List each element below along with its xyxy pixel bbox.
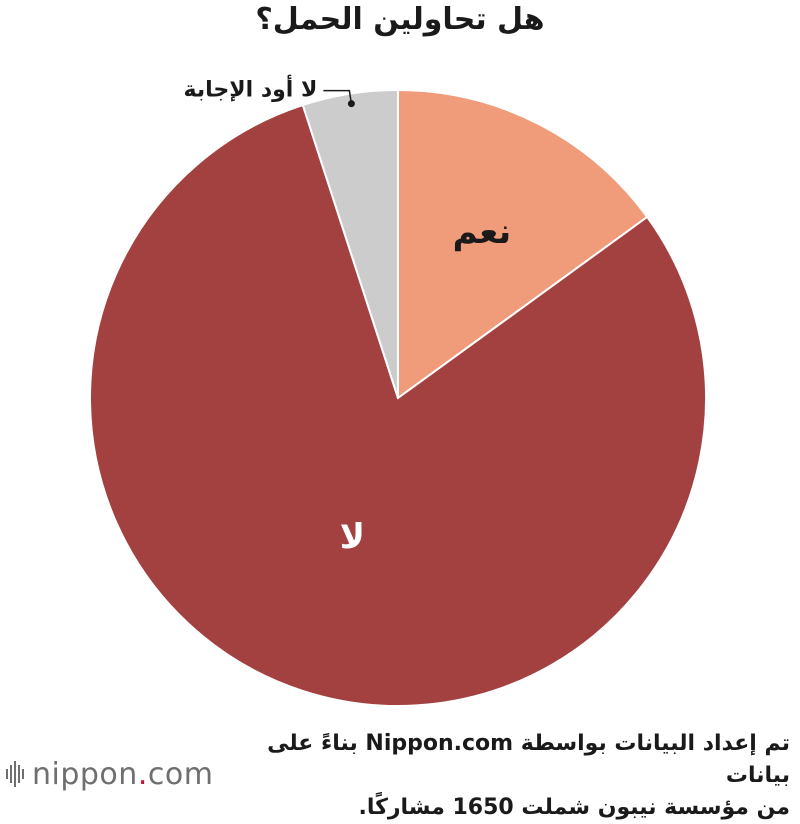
labels-group: نعم لا لا أود الإجابة	[184, 74, 512, 557]
source-line-2: من مؤسسة نيبون شملت 1650 مشاركًا.	[358, 795, 790, 820]
logo-bars-icon	[6, 761, 24, 787]
source-line-1: تم إعداد البيانات بواسطة Nippon.com بناء…	[267, 731, 790, 788]
logo-main: nippon	[32, 756, 138, 792]
slice-2-label: لا أود الإجابة	[184, 74, 318, 103]
slice-1-wedge	[89, 103, 707, 707]
slice-0-label: نعم	[453, 212, 512, 252]
slice-0-wedge	[397, 88, 649, 400]
slice-2-callout-line	[323, 89, 353, 104]
slices-group	[89, 88, 707, 707]
logo-suffix: com	[147, 756, 214, 792]
nippon-logo: nippon.com	[6, 754, 213, 794]
logo-wordmark: nippon.com	[32, 757, 213, 792]
chart-title: هل تحاولين الحمل؟	[255, 2, 545, 37]
pie-chart-svg: نعم لا لا أود الإجابة	[89, 74, 707, 707]
pie-chart: نعم لا لا أود الإجابة هل تحاولين الحمل؟ تم…	[6, 2, 790, 820]
source-note: تم إعداد البيانات بواسطة Nippon.com بناء…	[230, 728, 790, 824]
slice-1-label: لا	[340, 517, 365, 557]
logo-dot: .	[137, 756, 148, 792]
